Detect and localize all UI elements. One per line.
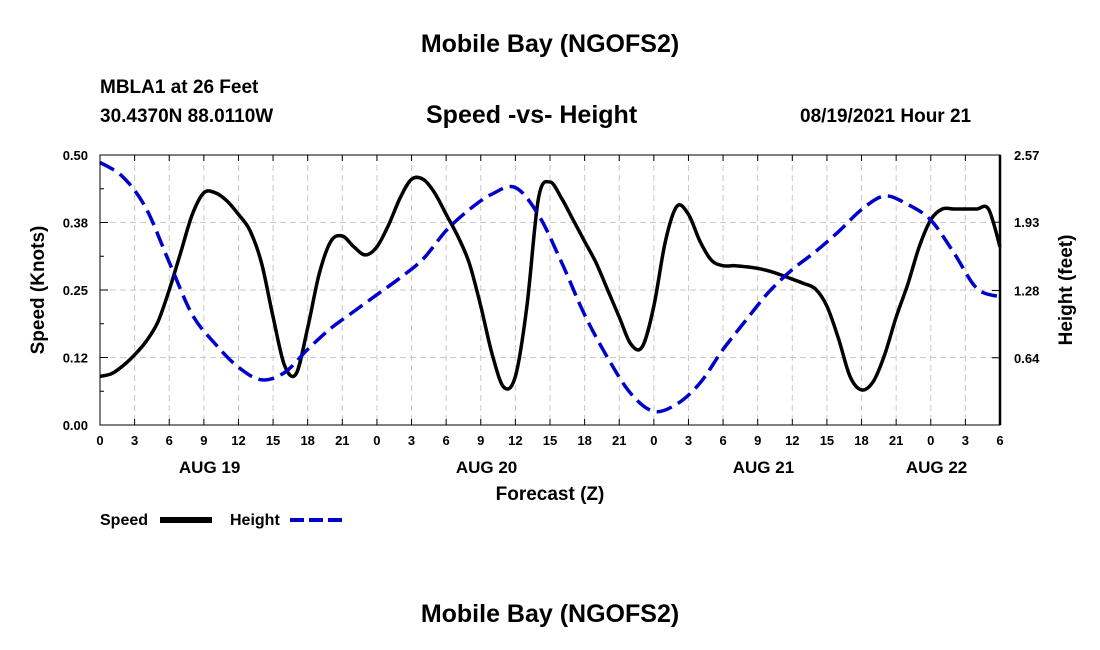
legend: Speed Height	[100, 512, 342, 529]
y-tick-label-right: 2.57	[1014, 148, 1039, 163]
legend-label-speed: Speed	[100, 512, 148, 529]
x-tick-label: 15	[266, 433, 280, 448]
y-tick-label-right: 0.64	[1014, 351, 1040, 366]
x-tick-label: 9	[477, 433, 484, 448]
x-tick-label: 3	[685, 433, 692, 448]
y-tick-label-right: 1.93	[1014, 215, 1039, 230]
series-line-speed	[99, 175, 1002, 392]
x-tick-label: 6	[719, 433, 726, 448]
station-label: MBLA1 at 26 Feet	[100, 77, 259, 98]
x-tick-label: 9	[754, 433, 761, 448]
series-line-height	[99, 160, 1001, 414]
y-tick-label-right: 1.28	[1014, 284, 1039, 299]
station-coordinates: 30.4370N 88.0110W	[100, 106, 274, 127]
y-tick-label-left: 0.00	[63, 418, 88, 433]
x-tick-label: 15	[543, 433, 557, 448]
x-axis-title: Forecast (Z)	[496, 484, 605, 505]
y-tick-label-left: 0.25	[63, 283, 88, 298]
date-label: AUG 20	[456, 458, 517, 477]
y-tick-label-left: 0.12	[63, 351, 88, 366]
x-tick-label: 0	[373, 433, 380, 448]
forecast-datestamp: 08/19/2021 Hour 21	[800, 106, 972, 127]
x-tick-label: 6	[443, 433, 450, 448]
x-tick-label: 0	[650, 433, 657, 448]
x-tick-label: 12	[785, 433, 799, 448]
x-tick-label: 18	[300, 433, 314, 448]
date-label: AUG 19	[179, 458, 240, 477]
x-tick-label: 15	[820, 433, 834, 448]
chart-title: Mobile Bay (NGOFS2)	[420, 30, 680, 58]
x-tick-label: 18	[577, 433, 591, 448]
x-tick-label: 21	[612, 433, 626, 448]
x-tick-label: 21	[889, 433, 903, 448]
x-tick-label: 12	[231, 433, 245, 448]
x-tick-label: 3	[131, 433, 138, 448]
x-tick-label: 6	[166, 433, 173, 448]
series-layer	[99, 160, 1002, 414]
date-label: AUG 21	[733, 458, 794, 477]
legend-label-height: Height	[230, 512, 280, 529]
x-tick-label: 3	[962, 433, 969, 448]
y-tick-label-left: 0.50	[63, 148, 88, 163]
x-tick-label: 3	[408, 433, 415, 448]
axis-ticks: 0 3 6 9 12 15 18 21 0 3 6 9 12 15 18 21 0 3 6 9 12 15 18 21 0 3 6 0…	[63, 148, 1040, 477]
x-tick-label: 12	[508, 433, 522, 448]
x-tick-label: 6	[996, 433, 1003, 448]
x-tick-label: 21	[335, 433, 349, 448]
y-axis-title-left: Speed (Knots)	[28, 226, 49, 355]
chart-subtitle: Speed -vs- Height	[426, 101, 638, 129]
grid-lines	[100, 155, 1000, 425]
footer-title: Mobile Bay (NGOFS2)	[420, 600, 680, 628]
x-tick-label: 0	[96, 433, 103, 448]
x-tick-label: 9	[200, 433, 207, 448]
x-tick-label: 18	[854, 433, 868, 448]
y-axis-title-right: Height (feet)	[1056, 235, 1077, 346]
x-tick-label: 0	[927, 433, 934, 448]
date-label: AUG 22	[906, 458, 967, 477]
y-tick-label-left: 0.38	[63, 216, 88, 231]
